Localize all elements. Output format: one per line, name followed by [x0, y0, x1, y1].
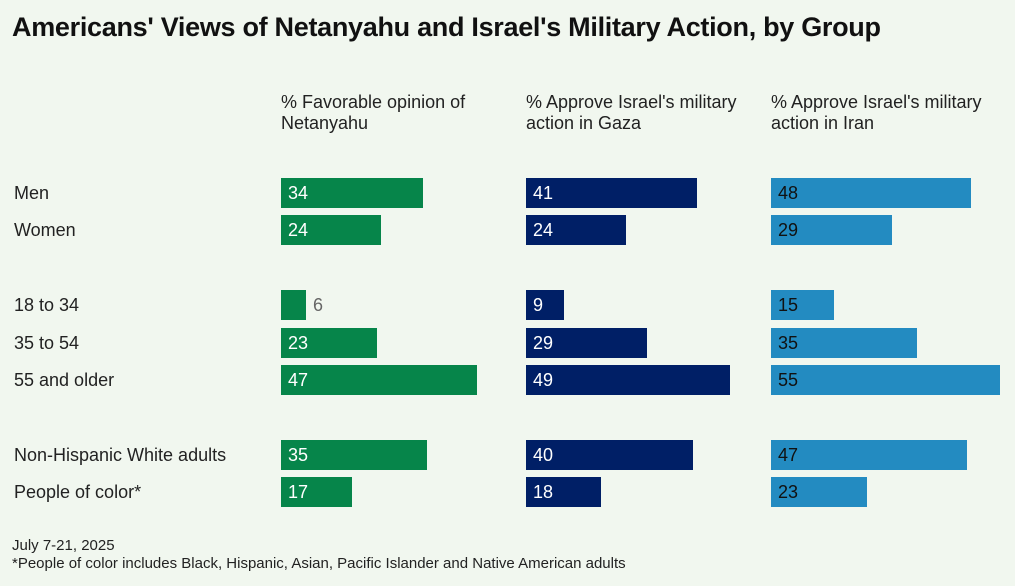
bar: [281, 215, 382, 245]
data-label: 47: [778, 445, 799, 465]
data-label: 6: [313, 295, 324, 315]
bar: [526, 328, 647, 358]
bar: [281, 477, 352, 507]
data-label: 24: [533, 220, 554, 240]
data-label: 17: [288, 482, 309, 502]
data-label: 24: [288, 220, 309, 240]
row-label: 55 and older: [14, 370, 115, 390]
data-label: 29: [778, 220, 799, 240]
bar: [281, 178, 423, 208]
data-label: 9: [533, 295, 544, 315]
bar: [526, 477, 602, 507]
chart-title: Americans' Views of Netanyahu and Israel…: [12, 12, 881, 42]
bar: [526, 290, 564, 320]
bar: [281, 290, 307, 320]
bar: [281, 328, 377, 358]
data-label: 29: [533, 333, 554, 353]
row-label: Women: [14, 220, 76, 240]
data-label: 41: [533, 183, 554, 203]
footnote: *People of color includes Black, Hispani…: [12, 555, 626, 572]
column-header: % Approve Israel's military action in Ga…: [526, 92, 737, 133]
data-label: 55: [778, 370, 799, 390]
row-label: 18 to 34: [14, 295, 80, 315]
data-label: 48: [778, 183, 799, 203]
data-label: 23: [288, 333, 309, 353]
column-header: % Approve Israel's military action in Ir…: [771, 92, 982, 133]
bar: [281, 365, 477, 395]
data-label: 49: [533, 370, 554, 390]
data-label: 34: [288, 183, 309, 203]
bar: [526, 215, 627, 245]
bar: [526, 440, 693, 470]
data-label: 23: [778, 482, 799, 502]
bar: [771, 290, 834, 320]
bar: [281, 440, 427, 470]
row-label: People of color*: [14, 482, 142, 502]
bar: [771, 477, 867, 507]
bar: [526, 365, 731, 395]
data-label: 35: [288, 445, 309, 465]
row-label: Non-Hispanic White adults: [14, 445, 227, 465]
bar: [771, 215, 892, 245]
data-label: 35: [778, 333, 799, 353]
bar: [771, 440, 967, 470]
row-label: Men: [14, 183, 50, 203]
column-header: % Favorable opinion of Netanyahu: [281, 92, 466, 133]
bar: [526, 178, 697, 208]
data-label: 40: [533, 445, 554, 465]
date-note: July 7-21, 2025: [12, 537, 115, 554]
data-label: 18: [533, 482, 554, 502]
data-label: 47: [288, 370, 309, 390]
bar: [771, 328, 917, 358]
data-label: 15: [778, 295, 799, 315]
bar: [771, 178, 972, 208]
row-label: 35 to 54: [14, 333, 80, 353]
bar: [771, 365, 1001, 395]
